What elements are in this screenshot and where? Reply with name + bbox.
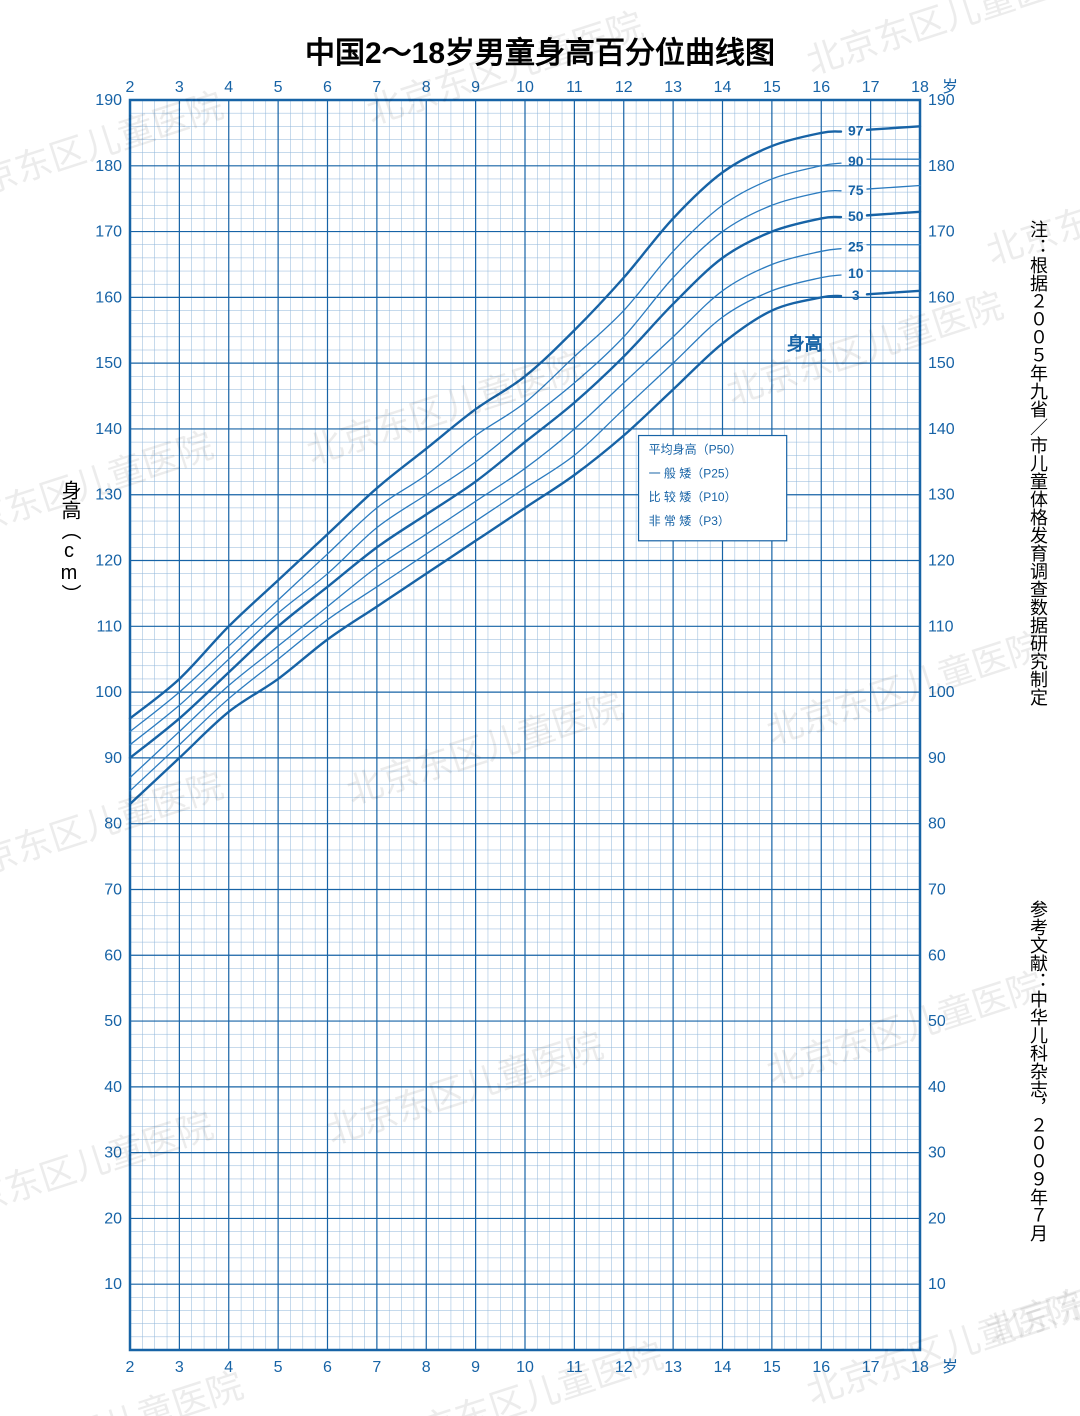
svg-text:140: 140 bbox=[928, 421, 955, 438]
svg-text:6: 6 bbox=[323, 79, 332, 96]
svg-text:15: 15 bbox=[763, 79, 781, 96]
growth-chart: 2 2 3 3 4 4 5 5 6 6 7 7 8 8 9 9 10 10 11 11 12 12 13 13 14 14 15 15… bbox=[0, 0, 1080, 1416]
svg-text:12: 12 bbox=[615, 79, 633, 96]
svg-text:17: 17 bbox=[862, 79, 880, 96]
svg-text:平均身高（P50）: 平均身高（P50） bbox=[649, 442, 742, 457]
svg-text:150: 150 bbox=[95, 355, 122, 372]
svg-text:15: 15 bbox=[763, 1359, 781, 1376]
svg-text:160: 160 bbox=[928, 289, 955, 306]
svg-text:4: 4 bbox=[224, 1359, 233, 1376]
svg-text:比 较 矮（P10）: 比 较 矮（P10） bbox=[649, 489, 737, 504]
svg-text:170: 170 bbox=[95, 224, 122, 241]
svg-text:10: 10 bbox=[928, 1276, 946, 1293]
svg-text:50: 50 bbox=[848, 208, 864, 224]
svg-text:190: 190 bbox=[95, 92, 122, 109]
svg-text:10: 10 bbox=[516, 79, 534, 96]
svg-text:70: 70 bbox=[104, 881, 122, 898]
svg-text:170: 170 bbox=[928, 224, 955, 241]
svg-text:50: 50 bbox=[928, 1013, 946, 1030]
svg-text:80: 80 bbox=[104, 816, 122, 833]
svg-text:5: 5 bbox=[274, 79, 283, 96]
svg-text:14: 14 bbox=[714, 1359, 732, 1376]
svg-text:16: 16 bbox=[812, 79, 830, 96]
svg-text:20: 20 bbox=[928, 1210, 946, 1227]
svg-text:11: 11 bbox=[566, 1359, 583, 1376]
svg-text:90: 90 bbox=[848, 153, 864, 169]
svg-text:160: 160 bbox=[95, 289, 122, 306]
svg-text:12: 12 bbox=[615, 1359, 633, 1376]
svg-text:90: 90 bbox=[928, 750, 946, 767]
svg-text:5: 5 bbox=[274, 1359, 283, 1376]
svg-text:16: 16 bbox=[812, 1359, 830, 1376]
page-root: { "title": "中国2～18岁男童身高百分位曲线图", "title_f… bbox=[0, 0, 1080, 1416]
svg-text:100: 100 bbox=[928, 684, 955, 701]
svg-text:2: 2 bbox=[126, 79, 135, 96]
svg-text:9: 9 bbox=[471, 1359, 480, 1376]
svg-text:110: 110 bbox=[928, 618, 954, 635]
svg-text:7: 7 bbox=[372, 79, 381, 96]
svg-text:10: 10 bbox=[848, 265, 864, 281]
svg-text:岁: 岁 bbox=[942, 1358, 958, 1376]
svg-text:7: 7 bbox=[372, 1359, 381, 1376]
svg-text:180: 180 bbox=[928, 158, 955, 175]
svg-text:80: 80 bbox=[928, 816, 946, 833]
svg-text:6: 6 bbox=[323, 1359, 332, 1376]
svg-text:4: 4 bbox=[224, 79, 233, 96]
svg-text:10: 10 bbox=[516, 1359, 534, 1376]
svg-text:身高: 身高 bbox=[787, 333, 823, 354]
svg-text:18: 18 bbox=[911, 1359, 929, 1376]
svg-text:60: 60 bbox=[104, 947, 122, 964]
svg-text:40: 40 bbox=[928, 1079, 946, 1096]
svg-text:150: 150 bbox=[928, 355, 955, 372]
svg-text:40: 40 bbox=[104, 1079, 122, 1096]
svg-text:10: 10 bbox=[104, 1276, 122, 1293]
svg-text:3: 3 bbox=[852, 287, 860, 303]
svg-text:97: 97 bbox=[848, 123, 864, 139]
svg-text:120: 120 bbox=[928, 553, 955, 570]
svg-text:100: 100 bbox=[95, 684, 122, 701]
svg-text:30: 30 bbox=[928, 1145, 946, 1162]
svg-text:60: 60 bbox=[928, 947, 946, 964]
svg-text:一 般 矮（P25）: 一 般 矮（P25） bbox=[649, 465, 737, 480]
svg-text:30: 30 bbox=[104, 1145, 122, 1162]
svg-text:13: 13 bbox=[664, 79, 682, 96]
svg-text:130: 130 bbox=[95, 487, 122, 504]
svg-text:3: 3 bbox=[175, 1359, 184, 1376]
svg-text:25: 25 bbox=[848, 239, 864, 255]
svg-text:70: 70 bbox=[928, 881, 946, 898]
svg-text:50: 50 bbox=[104, 1013, 122, 1030]
svg-text:3: 3 bbox=[175, 79, 184, 96]
svg-text:110: 110 bbox=[96, 618, 122, 635]
svg-text:20: 20 bbox=[104, 1210, 122, 1227]
svg-text:130: 130 bbox=[928, 487, 955, 504]
svg-text:8: 8 bbox=[422, 79, 431, 96]
svg-text:9: 9 bbox=[471, 79, 480, 96]
svg-text:120: 120 bbox=[95, 553, 122, 570]
svg-text:180: 180 bbox=[95, 158, 122, 175]
svg-text:190: 190 bbox=[928, 92, 955, 109]
svg-text:14: 14 bbox=[714, 79, 732, 96]
svg-text:13: 13 bbox=[664, 1359, 682, 1376]
svg-text:90: 90 bbox=[104, 750, 122, 767]
svg-text:2: 2 bbox=[126, 1359, 135, 1376]
svg-text:17: 17 bbox=[862, 1359, 880, 1376]
svg-text:8: 8 bbox=[422, 1359, 431, 1376]
svg-text:11: 11 bbox=[566, 79, 583, 96]
svg-text:18: 18 bbox=[911, 79, 929, 96]
svg-text:140: 140 bbox=[95, 421, 122, 438]
svg-text:非 常 矮（P3）: 非 常 矮（P3） bbox=[649, 514, 730, 528]
svg-text:75: 75 bbox=[848, 182, 864, 198]
